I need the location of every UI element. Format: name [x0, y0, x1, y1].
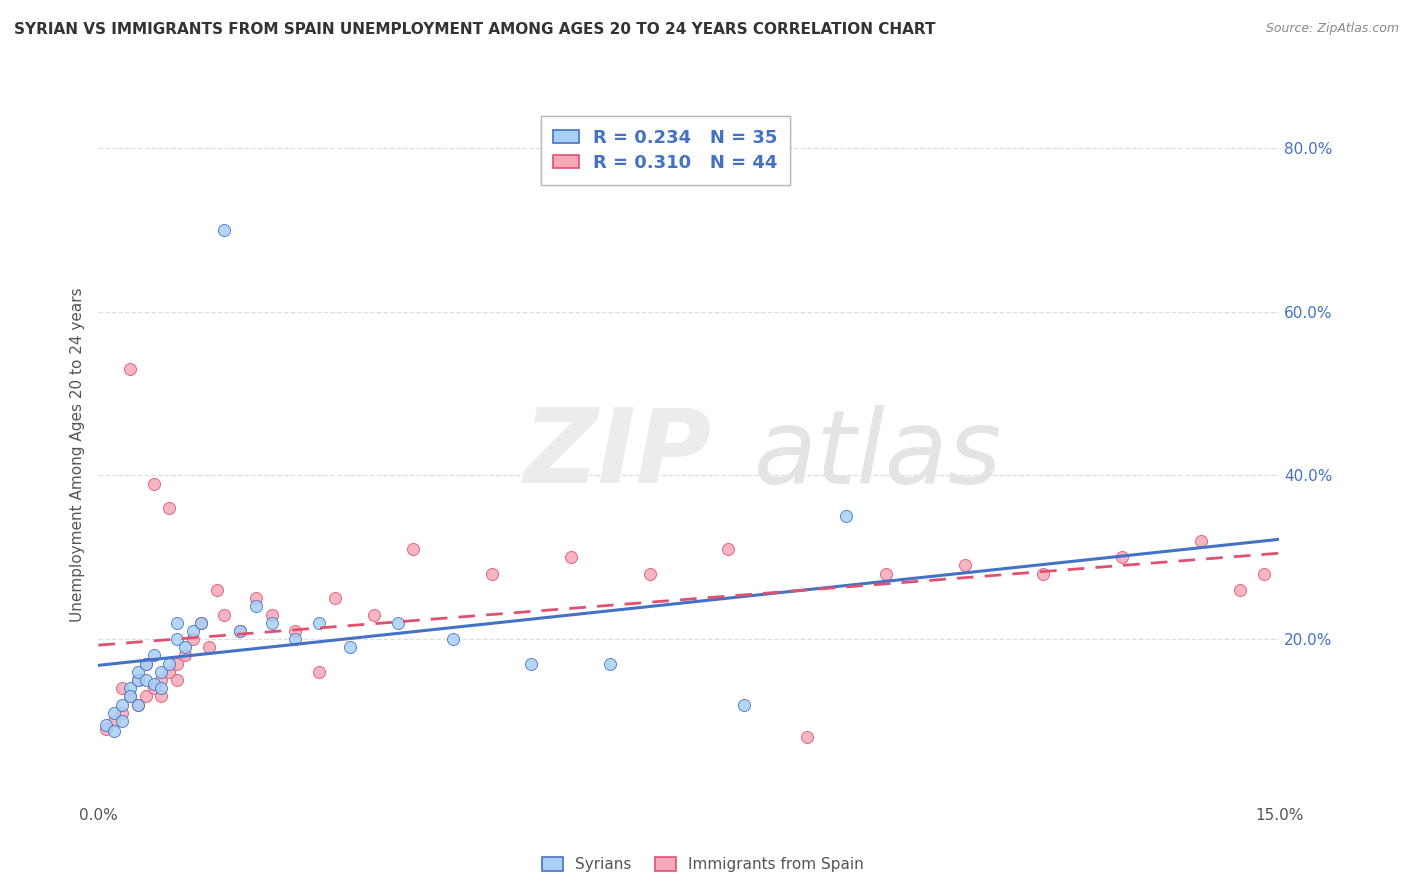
Point [127, 673, 149, 687]
Point [135, 657, 157, 671]
Point [127, 698, 149, 712]
Legend: R = 0.234   N = 35, R = 0.310   N = 44: R = 0.234 N = 35, R = 0.310 N = 44 [541, 116, 790, 185]
Point [717, 542, 740, 557]
Point [96, 722, 118, 736]
Point [953, 558, 976, 573]
Point [308, 615, 330, 630]
Point [142, 648, 165, 663]
Point [135, 657, 157, 671]
Point [103, 714, 125, 728]
Point [150, 681, 173, 696]
Y-axis label: Unemployment Among Ages 20 to 24 years: Unemployment Among Ages 20 to 24 years [70, 287, 86, 623]
Point [166, 657, 188, 671]
Point [284, 624, 307, 638]
Point [339, 640, 361, 655]
Point [441, 632, 464, 646]
Point [135, 673, 157, 687]
Point [796, 731, 818, 745]
Point [245, 599, 267, 614]
Text: atlas: atlas [754, 405, 1002, 505]
Point [118, 690, 141, 704]
Point [166, 632, 188, 646]
Point [197, 640, 219, 655]
Point [205, 582, 228, 597]
Point [638, 566, 661, 581]
Point [157, 665, 180, 679]
Point [387, 615, 409, 630]
Point [150, 673, 173, 687]
Point [150, 690, 173, 704]
Text: ZIP: ZIP [523, 404, 711, 506]
Point [111, 706, 134, 720]
Point [835, 509, 858, 524]
Point [402, 542, 425, 557]
Point [1111, 550, 1133, 565]
Point [157, 657, 180, 671]
Point [166, 673, 188, 687]
Point [166, 615, 188, 630]
Point [181, 632, 204, 646]
Text: Source: ZipAtlas.com: Source: ZipAtlas.com [1265, 22, 1399, 36]
Point [284, 632, 307, 646]
Point [520, 657, 543, 671]
Point [135, 690, 157, 704]
Point [111, 714, 134, 728]
Point [127, 665, 149, 679]
Point [481, 566, 503, 581]
Point [323, 591, 346, 606]
Point [1253, 566, 1275, 581]
Point [599, 657, 621, 671]
Point [142, 476, 165, 491]
Text: SYRIAN VS IMMIGRANTS FROM SPAIN UNEMPLOYMENT AMONG AGES 20 TO 24 YEARS CORRELATI: SYRIAN VS IMMIGRANTS FROM SPAIN UNEMPLOY… [14, 22, 935, 37]
Point [1229, 582, 1251, 597]
Point [96, 718, 118, 732]
Point [190, 615, 212, 630]
Point [127, 673, 149, 687]
Point [181, 624, 204, 638]
Point [174, 648, 197, 663]
Legend: Syrians, Immigrants from Spain: Syrians, Immigrants from Spain [534, 849, 872, 880]
Point [118, 362, 141, 376]
Point [733, 698, 755, 712]
Point [560, 550, 582, 565]
Point [157, 501, 180, 516]
Point [229, 624, 252, 638]
Point [190, 615, 212, 630]
Point [363, 607, 385, 622]
Point [214, 223, 236, 237]
Point [174, 640, 197, 655]
Point [150, 665, 173, 679]
Point [111, 681, 134, 696]
Point [127, 698, 149, 712]
Point [1189, 533, 1212, 548]
Point [103, 723, 125, 738]
Point [875, 566, 897, 581]
Point [245, 591, 267, 606]
Point [142, 681, 165, 696]
Point [103, 706, 125, 720]
Point [111, 698, 134, 712]
Point [308, 665, 330, 679]
Point [260, 615, 283, 630]
Point [1032, 566, 1054, 581]
Point [142, 677, 165, 691]
Point [118, 690, 141, 704]
Point [214, 607, 236, 622]
Point [118, 681, 141, 696]
Point [260, 607, 283, 622]
Point [229, 624, 252, 638]
